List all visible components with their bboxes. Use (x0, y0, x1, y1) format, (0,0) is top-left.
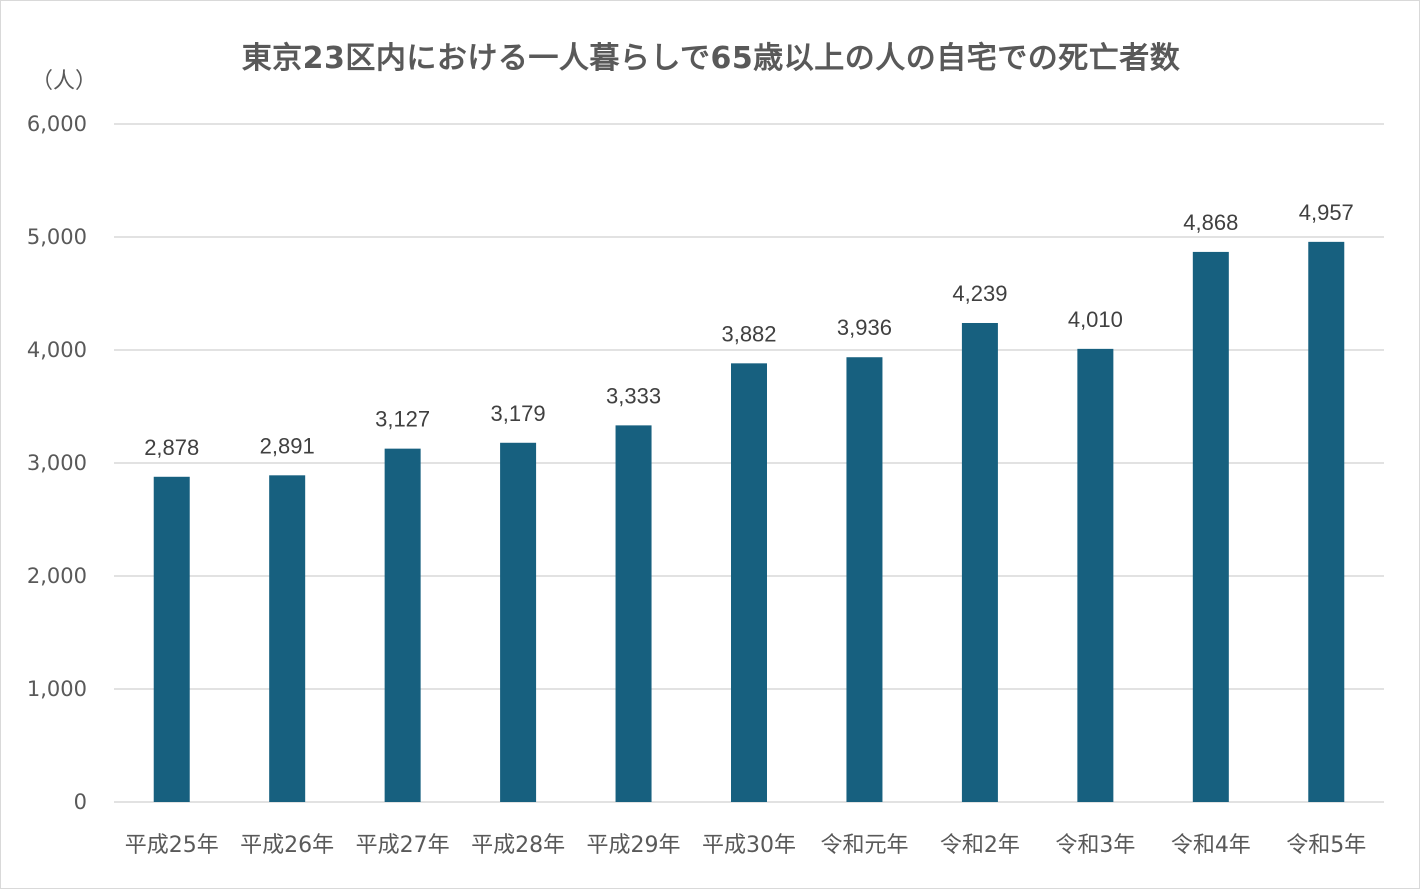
data-label: 4,239 (952, 281, 1007, 306)
bar (1192, 251, 1229, 802)
data-label: 3,127 (375, 407, 430, 432)
chart-title: 東京23区内における一人暮らしで65歳以上の人の自宅での死亡者数 (241, 41, 1181, 76)
x-category-label: 平成26年 (240, 833, 334, 858)
data-label: 3,882 (721, 321, 776, 346)
data-labels: 2,878 2,891 3,127 3,179 3,333 3,882 3,936 4,239… (144, 200, 1354, 460)
x-category-label: 令和元年 (820, 833, 908, 858)
data-label: 4,010 (1068, 307, 1123, 332)
data-label: 3,179 (491, 401, 546, 426)
bar (153, 476, 190, 802)
bar (1308, 241, 1345, 802)
bar (961, 322, 998, 802)
x-category-label: 令和5年 (1286, 833, 1366, 858)
x-category-label: 平成28年 (471, 833, 565, 858)
data-label: 2,891 (260, 433, 315, 458)
x-category-label: 令和2年 (940, 833, 1020, 858)
y-tick-label: 0 (74, 790, 87, 814)
bar (615, 425, 652, 802)
x-category-label: 平成30年 (702, 833, 796, 858)
y-tick-label: 4,000 (27, 338, 87, 362)
y-tick-label: 6,000 (27, 112, 87, 136)
x-category-label: 平成25年 (125, 833, 219, 858)
bar (500, 442, 537, 802)
data-label: 4,957 (1299, 200, 1354, 225)
data-label: 4,868 (1183, 210, 1238, 235)
y-tick-label: 5,000 (27, 225, 87, 249)
y-axis-ticks: 0 1,000 2,000 3,000 4,000 5,000 6,000 (27, 112, 87, 814)
y-tick-label: 1,000 (27, 677, 87, 701)
bar (269, 475, 306, 802)
y-tick-label: 3,000 (27, 451, 87, 475)
bar (384, 448, 421, 802)
bars (153, 241, 1345, 802)
data-label: 3,333 (606, 383, 661, 408)
x-category-label: 令和3年 (1055, 833, 1135, 858)
data-label: 2,878 (144, 435, 199, 460)
y-tick-label: 2,000 (27, 564, 87, 588)
x-category-label: 令和4年 (1171, 833, 1251, 858)
bar (1077, 348, 1114, 802)
bar (731, 363, 767, 802)
x-category-label: 平成29年 (587, 833, 681, 858)
x-axis-category-labels: 平成25年 平成26年 平成27年 平成28年 平成29年 平成30年 令和元年 令和2年 令和… (125, 833, 1367, 858)
y-axis-unit-label: （人） (31, 69, 98, 94)
x-category-label: 平成27年 (356, 833, 450, 858)
data-label: 3,936 (837, 315, 892, 340)
bar (846, 357, 883, 802)
